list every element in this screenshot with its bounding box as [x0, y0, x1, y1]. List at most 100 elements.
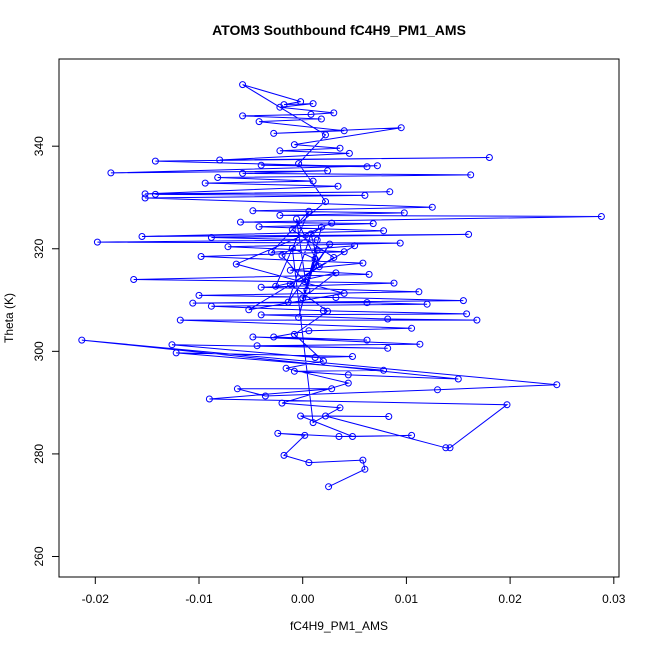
x-tick-label: -0.02	[82, 592, 110, 606]
data-point	[138, 233, 146, 240]
data-point	[295, 314, 303, 321]
data-point	[442, 444, 450, 452]
data-point	[276, 147, 284, 155]
data-point	[130, 276, 138, 283]
data-point	[309, 419, 317, 427]
data-point	[503, 401, 511, 409]
data-point	[326, 240, 334, 248]
data-point	[280, 451, 288, 459]
data-point	[384, 344, 392, 352]
data-point	[332, 269, 340, 277]
data-point	[313, 246, 321, 254]
data-point	[463, 310, 471, 318]
data-point	[351, 242, 359, 250]
data-point	[270, 129, 278, 137]
data-point	[297, 412, 305, 420]
data-point	[290, 330, 298, 338]
data-point	[176, 316, 184, 324]
x-tick-label: 0.02	[498, 592, 522, 606]
data-point	[297, 98, 305, 106]
data-point	[408, 431, 416, 439]
x-tick-label: 0.03	[602, 592, 626, 606]
data-point	[257, 283, 265, 291]
data-point	[317, 115, 325, 123]
data-point	[332, 294, 340, 301]
data-point	[78, 336, 86, 344]
x-tick-label: 0.00	[291, 592, 315, 606]
data-point	[239, 169, 247, 177]
data-point	[328, 219, 336, 227]
data-point	[290, 141, 298, 149]
y-tick-label: 340	[32, 136, 46, 156]
data-point	[224, 243, 232, 251]
data-point	[324, 167, 332, 175]
data-point	[309, 100, 317, 108]
chart-title: ATOM3 Southbound fC4H9_PM1_AMS	[212, 22, 466, 38]
data-point	[363, 299, 371, 307]
data-point	[286, 266, 294, 274]
data-point	[369, 220, 377, 228]
data-point	[207, 234, 215, 241]
y-tick-label: 280	[32, 444, 46, 464]
data-point	[195, 291, 203, 299]
data-point	[249, 333, 257, 341]
data-point	[386, 188, 394, 196]
x-axis-label: fC4H9_PM1_AMS	[290, 619, 388, 633]
data-point	[255, 118, 263, 126]
data-point	[467, 171, 475, 179]
data-point	[465, 230, 473, 238]
data-point	[434, 386, 441, 394]
data-point	[245, 306, 253, 314]
data-point	[214, 174, 222, 181]
data-point	[309, 177, 317, 185]
data-point	[261, 392, 269, 400]
data-point	[237, 218, 244, 226]
data-point	[363, 163, 371, 171]
x-axis: -0.02 -0.01 0.00 0.01 0.02 0.03	[82, 577, 626, 606]
data-point	[299, 294, 307, 302]
data-point	[205, 395, 213, 403]
data-point	[365, 270, 373, 278]
y-tick-label: 320	[32, 238, 46, 258]
data-point	[319, 357, 327, 365]
data-point	[396, 239, 404, 247]
data-point	[349, 433, 356, 440]
data-point	[330, 109, 338, 117]
data-point	[340, 248, 348, 256]
data-point	[282, 364, 290, 372]
data-point	[257, 161, 265, 169]
data-point	[307, 110, 315, 118]
data-point	[324, 307, 332, 315]
plot-frame	[58, 58, 620, 578]
data-point	[317, 223, 325, 231]
data-point	[315, 263, 323, 271]
data-point	[423, 300, 431, 308]
data-point	[311, 255, 319, 263]
data-point	[459, 297, 467, 305]
data-point	[380, 366, 388, 374]
data-point	[330, 254, 338, 261]
data-point	[485, 154, 493, 161]
data-point	[359, 456, 367, 464]
data-point	[322, 131, 329, 139]
data-point	[272, 282, 280, 290]
data-point	[233, 385, 241, 393]
data-point	[553, 381, 561, 389]
data-point	[301, 278, 309, 286]
data-point	[303, 286, 311, 294]
data-point	[428, 203, 436, 211]
data-point	[361, 191, 369, 199]
data-point	[278, 399, 286, 407]
data-point	[359, 259, 367, 267]
data-point	[336, 404, 344, 412]
y-axis-label: Theta (K)	[2, 293, 16, 343]
data-point	[141, 190, 149, 198]
data-point	[168, 341, 176, 349]
data-point	[151, 157, 159, 165]
data-point	[597, 213, 605, 220]
data-point	[361, 465, 369, 473]
data-point	[319, 307, 327, 315]
data-point	[344, 371, 352, 379]
data-point	[322, 198, 329, 206]
data-point	[151, 190, 159, 198]
